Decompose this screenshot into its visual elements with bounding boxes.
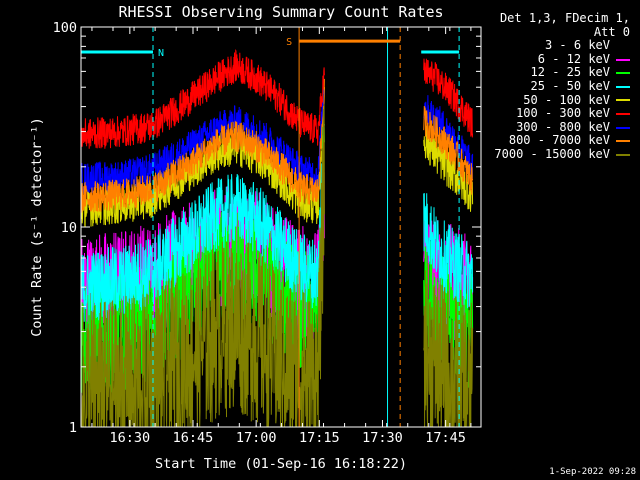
legend-entry: 12 - 25 keV (494, 66, 630, 80)
legend-swatch (616, 153, 630, 156)
legend-swatch (616, 85, 630, 88)
legend: Det 1,3, FDecim 1, Att 0 3 - 6 keV 6 - 12… (494, 11, 630, 162)
legend-swatch (616, 44, 630, 47)
x-tick-label: 16:30 (110, 430, 151, 446)
x-tick-label: 17:15 (299, 430, 340, 446)
y-tick-label: 10 (61, 220, 77, 236)
series-line-300-800-kev (81, 88, 325, 194)
mode-label-s: S (286, 37, 292, 48)
legend-swatch (616, 140, 630, 143)
legend-entry: 25 - 50 keV (494, 78, 630, 94)
legend-label: 3 - 6 keV (544, 38, 610, 53)
legend-label: 7000 - 15000 keV (494, 146, 610, 161)
legend-entry: 50 - 100 keV (494, 92, 630, 108)
series-line-25-50-kev-after-gap (423, 193, 474, 309)
legend-label: 6 - 12 keV (537, 51, 610, 66)
x-tick-label: 16:45 (173, 430, 214, 446)
y-tick-label: 100 (53, 20, 77, 36)
legend-entry: 6 - 12 keV (494, 51, 630, 67)
x-tick-label: 17:45 (425, 430, 466, 446)
legend-swatch (616, 58, 630, 61)
legend-swatch (616, 126, 630, 129)
legend-label: 800 - 7000 keV (508, 133, 610, 148)
legend-entry: 3 - 6 keV (494, 39, 630, 53)
x-axis-label: Start Time (01-Sep-16 16:18:22) (155, 456, 407, 472)
timestamp: 1-Sep-2022 09:28 (549, 467, 636, 477)
legend-swatch (616, 112, 630, 115)
mode-label-n: N (158, 48, 164, 59)
series-line-800-7000-kev-after-gap (423, 105, 474, 195)
legend-label: 100 - 300 keV (516, 106, 610, 121)
plot-area: NS (81, 27, 474, 427)
chart-title: RHESSI Observing Summary Count Rates (118, 3, 443, 21)
legend-entry: 100 - 300 keV (494, 107, 630, 121)
legend-label: 25 - 50 keV (530, 78, 610, 93)
series-line-100-300-kev (81, 49, 325, 149)
legend-label: 12 - 25 keV (530, 65, 610, 80)
x-tick-label: 17:30 (362, 430, 403, 446)
legend-entry: 300 - 800 keV (494, 119, 630, 135)
legend-swatch (616, 72, 630, 75)
legend-entry: 7000 - 15000 keV (494, 146, 630, 162)
series-line-25-50-kev (81, 123, 325, 322)
series-line-800-7000-kev (81, 78, 325, 213)
series-line-7000-15000-kev (81, 103, 325, 427)
y-tick-label: 1 (69, 420, 77, 436)
legend-header-line-1: Det 1,3, FDecim 1, (499, 11, 630, 25)
x-tick-label: 17:00 (236, 430, 277, 446)
legend-label: 50 - 100 keV (523, 92, 610, 107)
legend-swatch (616, 99, 630, 102)
legend-header-line-2: Att 0 (593, 24, 630, 39)
series-line-100-300-kev-after-gap (423, 58, 474, 138)
legend-label: 300 - 800 keV (516, 119, 610, 134)
series-line-7000-15000-kev-after-gap (423, 262, 474, 427)
legend-entry: 800 - 7000 keV (494, 134, 630, 148)
y-axis-label: Count Rate (s⁻¹ detector⁻¹) (29, 117, 45, 336)
